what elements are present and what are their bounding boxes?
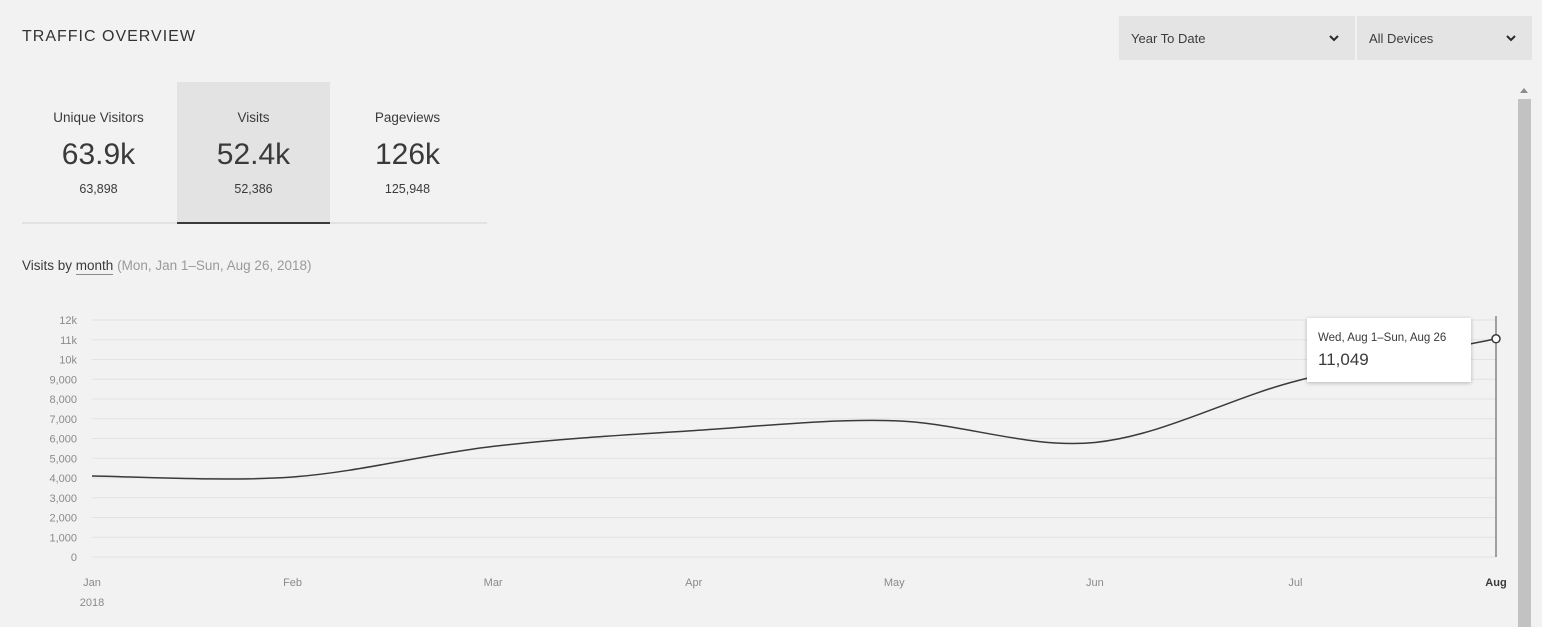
y-tick-label: 9,000 bbox=[49, 374, 77, 386]
x-tick-label: Apr bbox=[685, 577, 702, 589]
x-tick-label: Jan bbox=[83, 577, 101, 589]
x-tick-label: Aug bbox=[1485, 577, 1506, 589]
device-value: All Devices bbox=[1369, 30, 1434, 46]
metric-label: Pageviews bbox=[374, 110, 441, 125]
metric-tabs: Unique Visitors 63.9k 63,898 Visits 52.4… bbox=[22, 82, 487, 224]
visits-series-line bbox=[91, 338, 1497, 480]
tooltip-date-range: Wed, Aug 1–Sun, Aug 26 bbox=[1318, 332, 1447, 344]
metric-label: Unique Visitors bbox=[53, 110, 144, 125]
caption-date-range: (Mon, Jan 1–Sun, Aug 26, 2018) bbox=[117, 258, 312, 273]
y-tick-label: 10k bbox=[59, 355, 77, 367]
y-tick-label: 0 bbox=[71, 552, 77, 564]
y-tick-label: 12k bbox=[59, 315, 77, 327]
date-range-value: Year To Date bbox=[1131, 30, 1206, 46]
x-tick-label: Jul bbox=[1288, 577, 1302, 589]
y-tick-label: 3,000 bbox=[49, 493, 77, 505]
chevron-down-icon bbox=[1329, 35, 1339, 42]
page-title: TRAFFIC OVERVIEW bbox=[22, 28, 196, 45]
scrollbar-thumb[interactable] bbox=[1518, 99, 1531, 627]
x-tick-label: May bbox=[884, 577, 905, 589]
y-tick-label: 7,000 bbox=[49, 414, 77, 426]
tab-pageviews[interactable]: Pageviews 126k 125,948 bbox=[331, 82, 484, 222]
metric-short-value: 52.4k bbox=[216, 138, 291, 171]
metric-short-value: 126k bbox=[374, 138, 441, 171]
metric-full-value: 52,386 bbox=[234, 182, 273, 196]
metric-full-value: 63,898 bbox=[79, 182, 118, 196]
y-tick-label: 5,000 bbox=[49, 453, 77, 465]
x-tick-label: Jun bbox=[1086, 577, 1104, 589]
date-range-dropdown[interactable]: Year To Date bbox=[1119, 16, 1355, 60]
chevron-down-icon bbox=[1506, 35, 1516, 42]
metric-label: Visits bbox=[237, 110, 270, 125]
y-tick-label: 6,000 bbox=[49, 434, 77, 446]
x-tick-label: Feb bbox=[283, 577, 302, 589]
device-dropdown[interactable]: All Devices bbox=[1357, 16, 1532, 60]
tooltip-value: 11,049 bbox=[1318, 350, 1369, 369]
tab-visits[interactable]: Visits 52.4k 52,386 bbox=[177, 82, 330, 224]
period-selector[interactable]: month bbox=[75, 258, 114, 275]
x-year-label: 2018 bbox=[80, 597, 104, 609]
y-tick-label: 1,000 bbox=[49, 532, 77, 544]
metric-full-value: 125,948 bbox=[384, 182, 431, 196]
y-tick-label: 4,000 bbox=[49, 473, 77, 485]
highlight-point bbox=[1491, 334, 1501, 344]
caption-prefix: Visits by bbox=[22, 258, 73, 273]
metric-short-value: 63.9k bbox=[61, 138, 136, 171]
x-tick-label: Mar bbox=[484, 577, 503, 589]
y-tick-label: 8,000 bbox=[49, 394, 77, 406]
chart-caption: Visits by month (Mon, Jan 1–Sun, Aug 26,… bbox=[22, 258, 312, 275]
y-tick-label: 11k bbox=[60, 335, 77, 347]
triangle-up-icon[interactable] bbox=[1520, 88, 1528, 93]
chart-tooltip: Wed, Aug 1–Sun, Aug 26 11,049 bbox=[1307, 318, 1471, 382]
y-tick-label: 2,000 bbox=[49, 513, 77, 525]
tab-unique-visitors[interactable]: Unique Visitors 63.9k 63,898 bbox=[22, 82, 175, 222]
